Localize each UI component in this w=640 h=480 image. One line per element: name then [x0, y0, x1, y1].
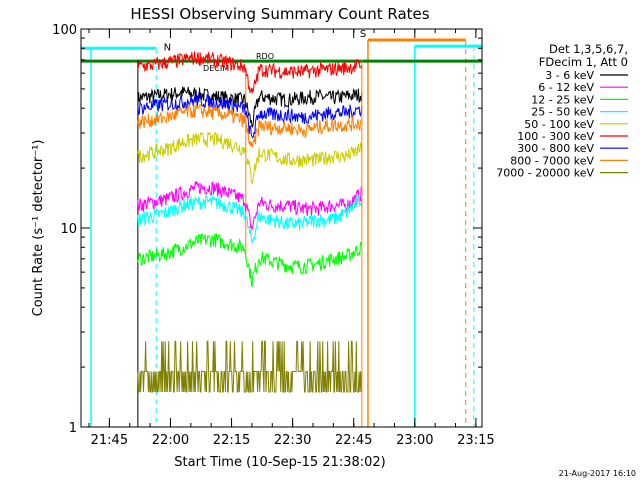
x-tick-label: 22:30 — [274, 433, 311, 448]
y-tick-label: 10 — [60, 222, 77, 237]
legend-header-line-1: Det 1,3,5,6,7, — [549, 42, 628, 56]
x-tick-label: 22:00 — [152, 433, 189, 448]
rdo-flag-label: RDO — [256, 52, 274, 61]
y-tick-label: 1 — [69, 421, 77, 436]
legend-label-5: 50 - 100 keV — [524, 118, 594, 131]
legend: Det 1,3,5,6,7, FDecim 1, Att 0 3 - 6 keV… — [496, 42, 628, 180]
legend-header-line-2: FDecim 1, Att 0 — [539, 55, 628, 69]
render-timestamp: 21-Aug-2017 16:10 — [559, 469, 636, 478]
legend-label-1: 3 - 6 keV — [545, 69, 594, 82]
series-layer — [137, 51, 363, 427]
y-tick-label: 100 — [52, 23, 77, 38]
legend-label-9: 7000 - 20000 keV — [496, 167, 594, 180]
series-line-4 — [137, 194, 363, 244]
y-axis-label: Count Rate (s⁻¹ detector⁻¹) — [31, 140, 46, 317]
x-tick-label: 23:00 — [396, 433, 433, 448]
series-line-3 — [137, 233, 363, 288]
legend-label-6: 100 - 300 keV — [517, 130, 594, 143]
x-tick-label: 23:15 — [457, 433, 494, 448]
series-line-6 — [137, 51, 363, 94]
decimation-flag-label: DECIM — [203, 64, 229, 73]
series-line-2 — [137, 181, 363, 232]
x-tick-label: 22:45 — [335, 433, 372, 448]
legend-label-2: 6 - 12 keV — [538, 81, 594, 94]
series-line-9 — [137, 340, 363, 393]
series-line-7 — [137, 92, 363, 139]
x-tick-label: 21:45 — [91, 433, 128, 448]
legend-label-4: 25 - 50 keV — [531, 106, 594, 119]
night-flag-label: N — [164, 42, 171, 53]
legend-label-7: 300 - 800 keV — [517, 142, 594, 155]
legend-label-8: 800 - 7000 keV — [510, 154, 594, 167]
series-line-5 — [137, 131, 363, 186]
saa-flag-label: S — [360, 29, 366, 40]
axes-layer: 21:45 22:00 22:15 22:30 22:45 23:00 23:15 1 10 10… — [52, 23, 494, 448]
x-tick-label: 22:15 — [213, 433, 250, 448]
chart-title: HESSI Observing Summary Count Rates — [130, 5, 429, 23]
series-line-8 — [137, 103, 363, 148]
legend-label-3: 12 - 25 keV — [531, 93, 594, 106]
x-axis-label: Start Time (10-Sep-15 21:38:02) — [174, 455, 385, 470]
series-line-1 — [137, 86, 363, 128]
